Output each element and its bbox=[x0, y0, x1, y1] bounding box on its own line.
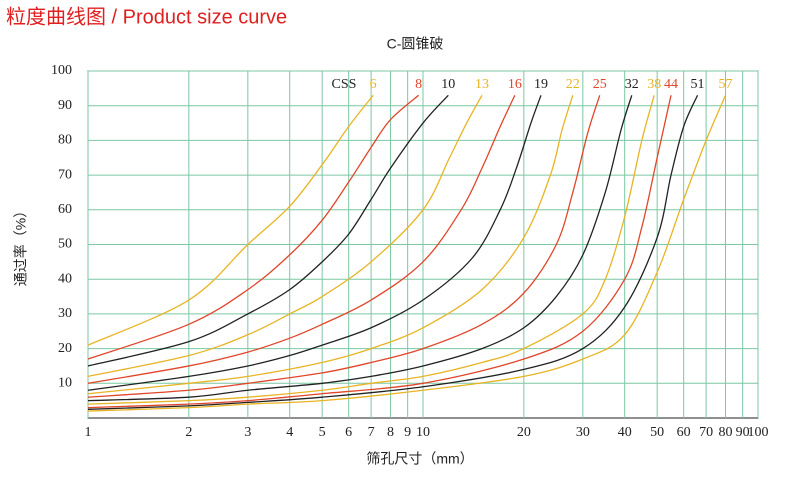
y-tick-label: 20 bbox=[58, 341, 72, 356]
x-axis-label: 筛孔尺寸（mm） bbox=[366, 451, 473, 467]
x-tick-label: 60 bbox=[677, 425, 691, 440]
y-axis-label: 通过率（%） bbox=[13, 204, 29, 286]
y-tick-label: 10 bbox=[58, 376, 72, 391]
x-tick-label: 3 bbox=[244, 425, 251, 440]
y-tick-label: 40 bbox=[58, 271, 72, 286]
x-tick-label: 40 bbox=[618, 425, 632, 440]
x-tick-label: 30 bbox=[576, 425, 590, 440]
curve bbox=[87, 95, 601, 398]
x-tick-label: 80 bbox=[719, 425, 733, 440]
x-tick-label: 6 bbox=[345, 425, 352, 440]
legend-label: 10 bbox=[441, 77, 455, 92]
chart-title: C-圆锥破 bbox=[387, 36, 444, 52]
y-tick-label: 60 bbox=[58, 202, 72, 217]
x-tick-label: 4 bbox=[286, 425, 293, 440]
x-tick-label: 2 bbox=[185, 425, 192, 440]
curve bbox=[87, 95, 655, 405]
legend-label: 38 bbox=[647, 77, 661, 92]
y-tick-label: 90 bbox=[58, 98, 72, 113]
legend-label: 22 bbox=[566, 77, 580, 92]
legend-label: 16 bbox=[508, 77, 522, 92]
legend-label: 6 bbox=[370, 77, 377, 92]
legend-label: 32 bbox=[625, 77, 639, 92]
x-tick-label: 8 bbox=[387, 425, 394, 440]
curve bbox=[87, 95, 542, 391]
curve bbox=[87, 95, 727, 412]
x-tick-label: 10 bbox=[416, 425, 430, 440]
legend-title: CSS bbox=[332, 77, 357, 92]
legend-label: 13 bbox=[475, 77, 489, 92]
x-tick-label: 9 bbox=[404, 425, 411, 440]
curve bbox=[87, 95, 516, 384]
legend-label: 51 bbox=[691, 77, 705, 92]
curve bbox=[87, 95, 672, 409]
x-tick-label: 90 bbox=[736, 425, 750, 440]
legend-label: 8 bbox=[415, 77, 422, 92]
curve bbox=[87, 95, 699, 410]
x-tick-label: 20 bbox=[517, 425, 531, 440]
curve bbox=[87, 94, 374, 346]
curve bbox=[87, 94, 483, 377]
curve bbox=[87, 94, 449, 367]
x-tick-label: 7 bbox=[368, 425, 375, 440]
curve bbox=[87, 95, 633, 402]
page-header: 粒度曲线图 / Product size curve bbox=[6, 5, 287, 28]
legend-label: 44 bbox=[664, 77, 678, 92]
x-tick-label: 100 bbox=[748, 425, 769, 440]
legend-label: 25 bbox=[593, 77, 607, 92]
x-tick-label: 5 bbox=[319, 425, 326, 440]
curve bbox=[87, 94, 419, 360]
curve bbox=[87, 95, 574, 395]
y-tick-label: 100 bbox=[51, 63, 72, 78]
y-tick-label: 50 bbox=[58, 237, 72, 252]
x-tick-label: 1 bbox=[85, 425, 92, 440]
legend-label: 57 bbox=[719, 77, 733, 92]
y-tick-label: 80 bbox=[58, 133, 72, 148]
y-tick-label: 70 bbox=[58, 167, 72, 182]
x-tick-label: 50 bbox=[650, 425, 664, 440]
x-tick-label: 70 bbox=[699, 425, 713, 440]
legend-label: 19 bbox=[534, 77, 548, 92]
y-tick-label: 30 bbox=[58, 306, 72, 321]
